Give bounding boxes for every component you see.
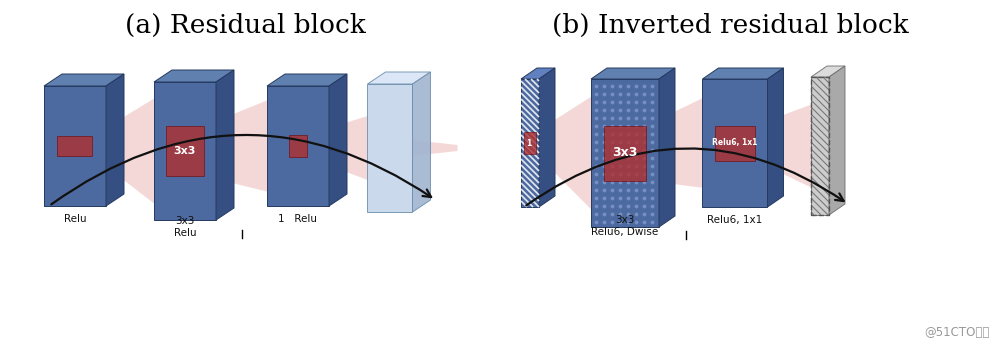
Polygon shape (92, 99, 154, 204)
Polygon shape (44, 86, 106, 206)
Polygon shape (829, 66, 845, 215)
Polygon shape (216, 70, 234, 220)
Text: @51CTO博客: @51CTO博客 (925, 326, 990, 339)
Text: 3x3
Relu6, Dwise: 3x3 Relu6, Dwise (591, 215, 658, 237)
Polygon shape (166, 126, 204, 176)
Polygon shape (267, 86, 329, 206)
Text: 1   Relu: 1 Relu (279, 214, 318, 224)
Text: 3x3: 3x3 (612, 146, 637, 159)
Polygon shape (329, 74, 347, 206)
Polygon shape (267, 74, 347, 86)
Polygon shape (521, 79, 539, 207)
Polygon shape (521, 68, 555, 79)
Polygon shape (591, 68, 675, 79)
Polygon shape (154, 70, 234, 82)
Polygon shape (57, 136, 92, 156)
Polygon shape (289, 135, 307, 157)
Polygon shape (539, 68, 555, 207)
Polygon shape (154, 82, 216, 220)
Text: Relu6, 1x1: Relu6, 1x1 (707, 215, 763, 225)
Polygon shape (604, 126, 646, 180)
Polygon shape (811, 66, 845, 77)
Polygon shape (755, 105, 811, 187)
Polygon shape (536, 97, 591, 209)
Text: 3x3: 3x3 (173, 146, 196, 156)
Polygon shape (307, 116, 368, 180)
Polygon shape (591, 79, 659, 227)
Polygon shape (524, 132, 536, 154)
Polygon shape (368, 84, 413, 212)
FancyArrowPatch shape (51, 135, 431, 204)
Polygon shape (204, 100, 267, 192)
Polygon shape (646, 98, 702, 188)
Polygon shape (413, 72, 431, 212)
Polygon shape (368, 72, 431, 84)
Polygon shape (715, 126, 755, 160)
Polygon shape (702, 79, 768, 207)
FancyArrowPatch shape (526, 148, 844, 205)
Text: (b) Inverted residual block: (b) Inverted residual block (552, 13, 909, 38)
Polygon shape (702, 68, 784, 79)
Polygon shape (106, 74, 124, 206)
Text: 1: 1 (526, 139, 532, 147)
Text: Relu: Relu (64, 214, 86, 224)
Text: 3x3
Relu: 3x3 Relu (173, 216, 196, 238)
Polygon shape (44, 74, 124, 86)
Text: Relu6, 1x1: Relu6, 1x1 (712, 139, 758, 147)
Polygon shape (768, 68, 784, 207)
Text: (a) Residual block: (a) Residual block (124, 13, 366, 38)
Polygon shape (811, 77, 829, 215)
Polygon shape (413, 140, 458, 156)
Polygon shape (659, 68, 675, 227)
